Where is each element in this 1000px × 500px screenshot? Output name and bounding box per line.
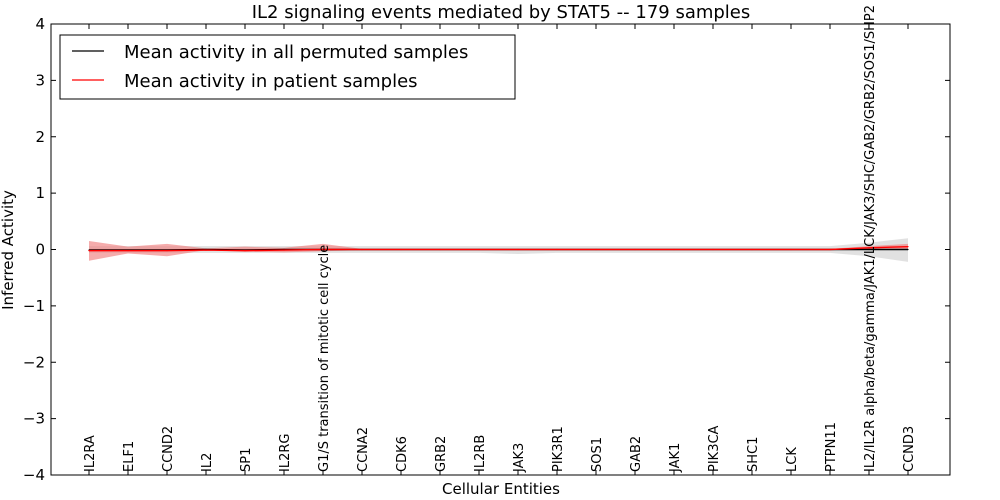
data-point-patient-8 <box>361 248 363 251</box>
plot-layer <box>88 238 909 262</box>
y-tick-label-3: −1 <box>23 297 45 315</box>
x-tick-label-20: PTPN11 <box>824 422 839 472</box>
x-tick-label-11: IL2RB <box>473 435 488 472</box>
data-point-patient-21 <box>868 247 870 249</box>
y-axis-label: Inferred Activity <box>0 190 17 310</box>
x-tick-label-19: LCK <box>785 447 800 472</box>
data-point-patient-20 <box>829 248 831 251</box>
data-point-patient-1 <box>88 250 90 252</box>
data-point-patient-7 <box>322 248 324 251</box>
data-point-patient-11 <box>478 248 480 251</box>
x-tick-label-2: ELF1 <box>122 441 137 472</box>
data-point-patient-13 <box>556 248 558 251</box>
x-tick-label-6: IL2RG <box>278 434 293 472</box>
data-point-patient-6 <box>283 249 285 251</box>
data-point-permuted-21 <box>868 248 870 251</box>
x-tick-label-7: G1/S transition of mitotic cell cycle <box>317 245 332 472</box>
plot-frame <box>50 23 951 476</box>
x-tick-label-14: SOS1 <box>590 437 605 472</box>
y-tick-label-0: −4 <box>23 466 45 484</box>
data-point-patient-15 <box>634 248 636 251</box>
data-point-patient-10 <box>439 248 441 251</box>
tick-layer: −4 −3 −2 −1 0 1 2 3 4 IL2RA ELF1 CCND2 IL2 SP1 IL2RG G1… <box>23 5 950 484</box>
data-point-patient-4 <box>205 249 207 251</box>
data-point-patient-5 <box>244 250 246 252</box>
data-point-patient-17 <box>712 248 714 251</box>
data-point-patient-19 <box>790 248 792 251</box>
x-tick-label-4: IL2 <box>200 453 215 472</box>
legend-label-patient: Mean activity in patient samples <box>124 71 418 92</box>
x-tick-label-3: CCND2 <box>161 426 176 472</box>
data-point-patient-2 <box>127 250 129 252</box>
x-tick-label-8: CCNA2 <box>356 427 371 472</box>
y-tick-label-2: −2 <box>23 353 45 371</box>
data-point-patient-14 <box>595 248 597 251</box>
data-point-patient-12 <box>517 248 519 251</box>
x-axis-label: Cellular Entities <box>442 480 560 498</box>
y-tick-label-7: 3 <box>35 71 45 89</box>
y-tick-label-1: −3 <box>23 410 45 428</box>
data-point-permuted-22 <box>907 248 909 251</box>
x-tick-label-5: SP1 <box>239 448 254 472</box>
legend: Mean activity in all permuted samples Me… <box>59 34 516 100</box>
x-tick-label-18: SHC1 <box>746 437 761 472</box>
x-tick-label-22: CCND3 <box>902 426 917 472</box>
x-tick-label-17: PIK3CA <box>707 425 722 472</box>
legend-label-permuted: Mean activity in all permuted samples <box>124 42 468 63</box>
y-tick-label-8: 4 <box>35 15 45 33</box>
x-tick-label-10: GRB2 <box>434 436 449 472</box>
y-tick-label-6: 2 <box>35 128 45 146</box>
legend-box <box>59 34 516 100</box>
x-tick-label-21: IL2/IL2R alpha/beta/gamma/JAK1/LCK/JAK3/… <box>863 5 878 472</box>
y-tick-label-4: 0 <box>35 241 45 259</box>
x-tick-label-15: GAB2 <box>629 436 644 472</box>
data-point-patient-3 <box>166 250 168 252</box>
x-tick-label-13: PIK3R1 <box>551 426 566 472</box>
x-tick-label-12: JAK3 <box>512 443 527 473</box>
data-point-patient-16 <box>673 248 675 251</box>
series-line-patient <box>89 245 909 252</box>
data-point-patient-9 <box>400 248 402 251</box>
chart-title: IL2 signaling events mediated by STAT5 -… <box>252 2 751 23</box>
x-tick-label-1: IL2RA <box>83 435 98 472</box>
x-tick-label-16: JAK1 <box>668 443 683 473</box>
x-tick-label-9: CDK6 <box>395 436 410 472</box>
data-point-patient-22 <box>907 246 909 248</box>
y-tick-label-5: 1 <box>35 184 45 202</box>
data-point-patient-18 <box>751 248 753 251</box>
